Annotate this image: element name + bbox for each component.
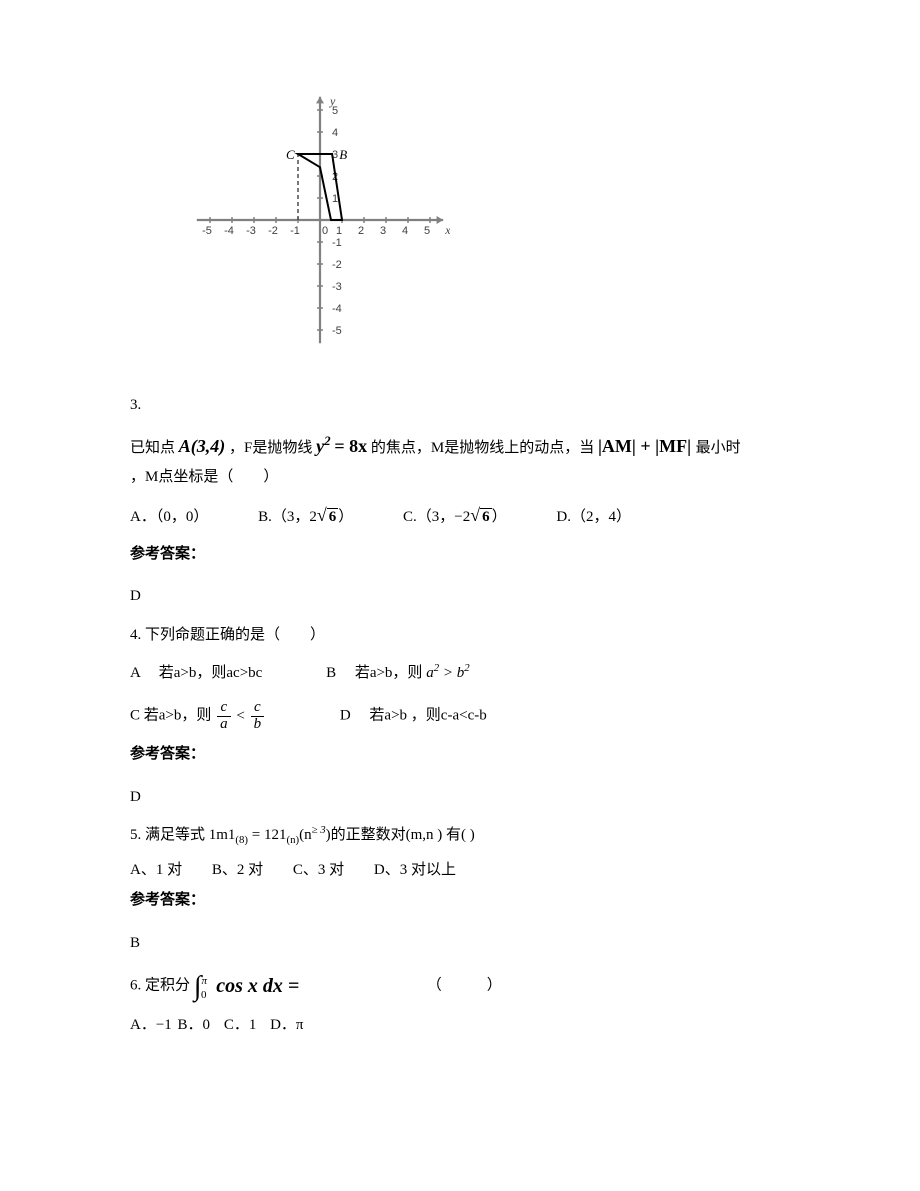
q3-parabola-eq: = 8x (334, 436, 367, 456)
q5-body: 满足等式 1m1(8) = 121(n)(n≥ 3)的正整数对(m,n ) 有(… (145, 827, 475, 843)
svg-text:-1: -1 (290, 225, 300, 237)
q5-line: 5. 满足等式 1m1(8) = 121(n)(n≥ 3)的正整数对(m,n )… (130, 821, 800, 850)
q6-optB: B．0 (178, 1011, 211, 1040)
q6-optA: A．−1 (130, 1011, 172, 1040)
svg-text:1: 1 (336, 225, 342, 237)
q4-row1: A 若a>b，则ac>bc B 若a>b，则 a2 > b2 (130, 659, 800, 688)
coordinate-graph: -5-4-3-2-1012345-5-4-3-2-112345xyCB (190, 90, 800, 361)
q6-optD: D．π (270, 1011, 303, 1040)
q3-answer: D (130, 582, 800, 611)
svg-text:5: 5 (424, 225, 430, 237)
svg-text:-2: -2 (268, 225, 278, 237)
q6-number: 6. (130, 978, 145, 994)
q4-answer: D (130, 783, 800, 812)
q4-answer-label: 参考答案： (130, 740, 800, 769)
svg-text:-4: -4 (332, 303, 342, 315)
svg-text:B: B (339, 147, 347, 162)
svg-text:-5: -5 (332, 325, 342, 337)
svg-text:4: 4 (332, 127, 338, 139)
q5-optB: B、2 对 (212, 856, 263, 885)
q4-number: 4. (130, 627, 145, 643)
svg-text:-3: -3 (332, 281, 342, 293)
q4-optD: D 若a>b ，则c-a<c-b (340, 708, 487, 724)
q5-answer: B (130, 929, 800, 958)
q4-row2: C 若a>b，则 ca < cb D 若a>b ，则c-a<c-b (130, 700, 800, 733)
q6-options: A．−1 B．0 C．1 D．π (130, 1011, 800, 1040)
svg-text:y: y (329, 94, 336, 108)
q6-blank: （ ） (427, 978, 502, 994)
svg-text:-2: -2 (332, 259, 342, 271)
svg-text:x: x (444, 223, 450, 237)
q5-optA: A、1 对 (130, 856, 182, 885)
q3-lead4: 最小时 (696, 440, 741, 456)
q3-parabola-y: y2 (316, 436, 330, 456)
svg-text:-3: -3 (246, 225, 256, 237)
integrand: cos x dx = (216, 967, 299, 1005)
q4-line: 4. 下列命题正确的是（ ） (130, 621, 800, 650)
int-lower: 0 (201, 985, 207, 1006)
svg-text:2: 2 (358, 225, 364, 237)
svg-text:C: C (286, 147, 295, 162)
q6-optC: C．1 (224, 1011, 257, 1040)
q3-lead2: ，F是抛物线 (229, 440, 312, 456)
svg-text:-1: -1 (332, 237, 342, 249)
q4-optA: A 若a>b，则ac>bc (130, 659, 262, 688)
svg-text:4: 4 (402, 225, 408, 237)
q3-lead1: 已知点 (130, 440, 175, 456)
q4-optC: C 若a>b，则 ca < cb (130, 700, 266, 733)
q3-answer-label: 参考答案： (130, 540, 800, 569)
svg-text:3: 3 (380, 225, 386, 237)
q4-body: 下列命题正确的是（ ） (145, 627, 325, 643)
q3-optB: B.（3，2√6） (258, 498, 353, 532)
q6-line: 6. 定积分 ∫π0 cos x dx = （ ） (130, 967, 800, 1005)
svg-text:-4: -4 (224, 225, 234, 237)
q6-lead: 定积分 (145, 978, 190, 994)
q5-number: 5. (130, 827, 145, 843)
q4-optB: B 若a>b，则 a2 > b2 (326, 665, 470, 681)
q3-optC: C.（3，−2√6） (403, 498, 507, 532)
q3-body: 已知点 A(3,4) ，F是抛物线 y2 = 8x 的焦点，M是抛物线上的动点，… (130, 429, 800, 463)
q3-abs-expr: |AM| + |MF| (598, 436, 696, 456)
q3-point-A: A(3,4) (179, 436, 226, 456)
q5-optD: D、3 对以上 (374, 856, 456, 885)
svg-text:1: 1 (332, 193, 338, 205)
q5-answer-label: 参考答案： (130, 886, 800, 915)
q3-number: 3. (130, 391, 800, 420)
q3-options: A．（0，0） B.（3，2√6） C.（3，−2√6） D.（2，4） (130, 498, 800, 532)
q3-tail: ，M点坐标是（ ） (130, 463, 800, 492)
q3-optD: D.（2，4） (556, 503, 631, 532)
q3-optA: A．（0，0） (130, 503, 208, 532)
q5-options: A、1 对 B、2 对 C、3 对 D、3 对以上 (130, 856, 800, 885)
svg-text:-5: -5 (202, 225, 212, 237)
svg-text:0: 0 (322, 225, 328, 237)
q3-lead3: 的焦点，M是抛物线上的动点，当 (371, 440, 594, 456)
q5-optC: C、3 对 (293, 856, 344, 885)
